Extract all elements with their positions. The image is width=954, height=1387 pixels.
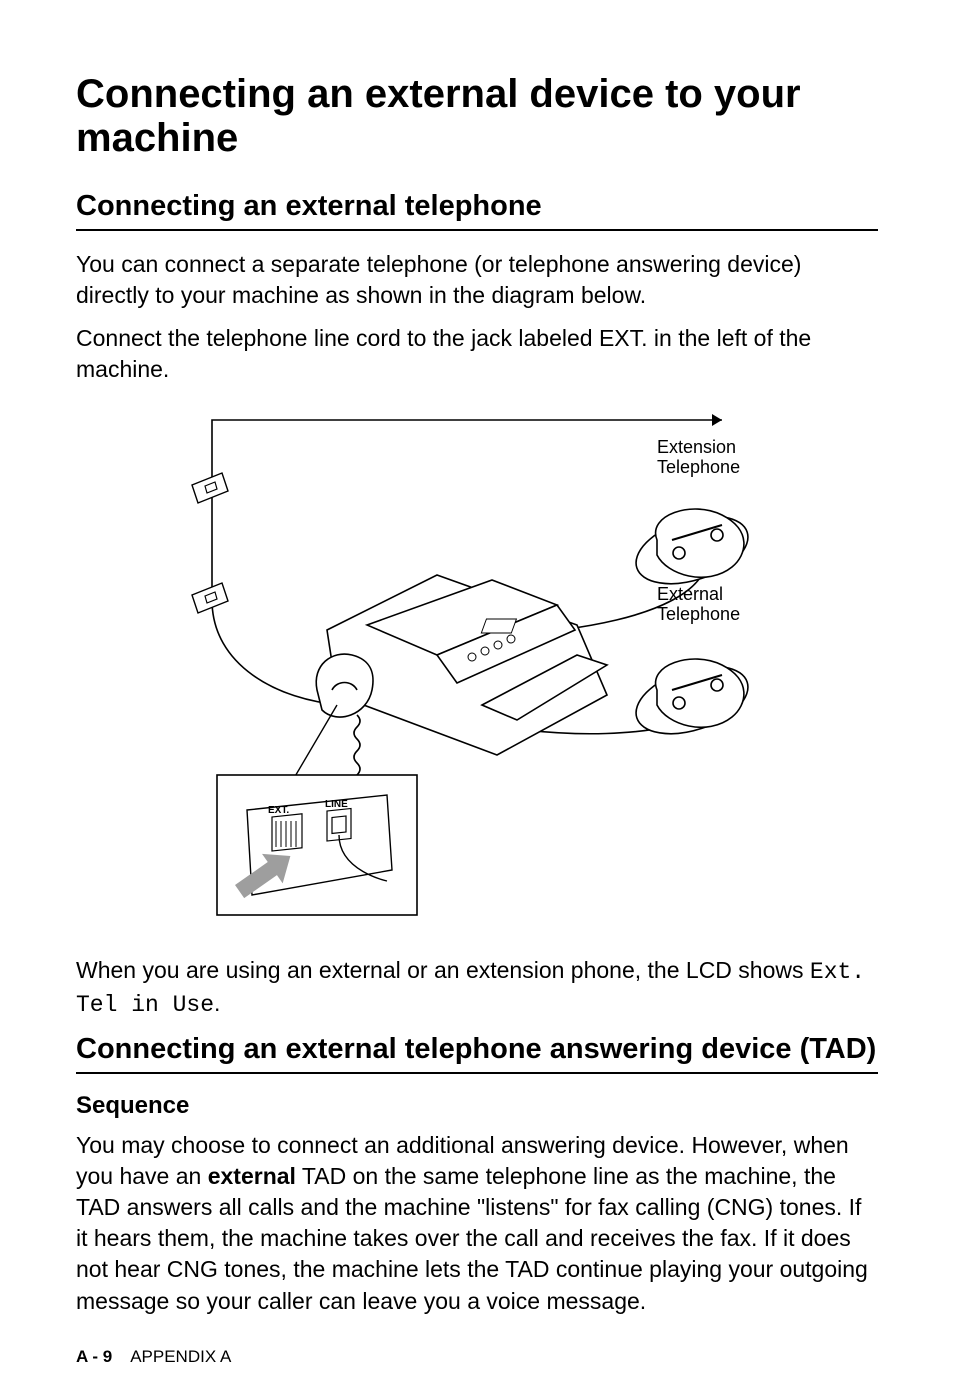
connection-diagram: Extension Telephone External Telephone E… xyxy=(157,405,797,925)
paragraph: You may choose to connect an additional … xyxy=(76,1130,878,1316)
section-heading-connecting-external-telephone: Connecting an external telephone xyxy=(76,190,878,223)
subheading-sequence: Sequence xyxy=(76,1092,878,1120)
text-run: . xyxy=(214,990,220,1016)
section-rule xyxy=(76,1072,878,1074)
diagram-label-extension-l2: Telephone xyxy=(657,457,740,477)
text-bold: external xyxy=(208,1163,296,1189)
page-title: Connecting an external device to your ma… xyxy=(76,72,878,160)
diagram-label-external-l1: External xyxy=(657,584,723,604)
jack-label-ext: EXT. xyxy=(268,805,289,816)
diagram-label-extension-l1: Extension xyxy=(657,437,736,457)
page-footer: A - 9 APPENDIX A xyxy=(76,1347,878,1367)
diagram-svg: Extension Telephone External Telephone E… xyxy=(157,405,797,925)
paragraph: When you are using an external or an ext… xyxy=(76,955,878,1021)
paragraph: Connect the telephone line cord to the j… xyxy=(76,323,878,385)
section-heading-connecting-tad: Connecting an external telephone answeri… xyxy=(76,1033,878,1066)
footer-section-name: APPENDIX A xyxy=(130,1347,231,1366)
section-rule xyxy=(76,229,878,231)
text-run: When you are using an external or an ext… xyxy=(76,957,810,983)
page: Connecting an external device to your ma… xyxy=(0,0,954,1387)
jack-label-line: LINE xyxy=(325,799,348,810)
footer-page-number: A - 9 xyxy=(76,1347,112,1366)
paragraph: You can connect a separate telephone (or… xyxy=(76,249,878,311)
diagram-label-external-l2: Telephone xyxy=(657,604,740,624)
